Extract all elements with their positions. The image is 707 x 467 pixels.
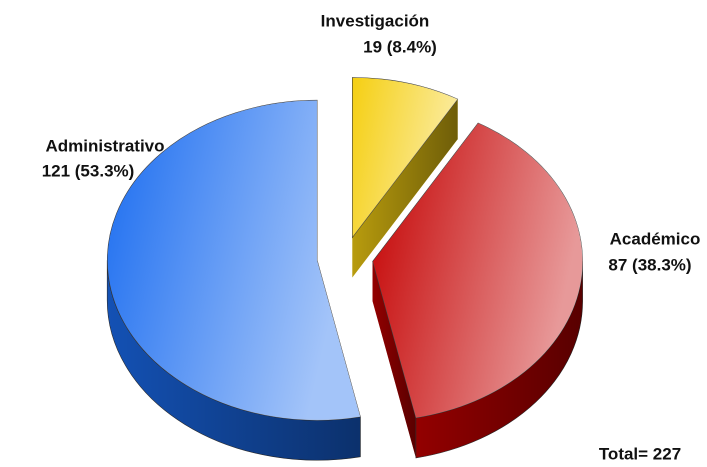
value-label: 121 (53.3%) [42, 161, 135, 180]
slice-shine [352, 77, 458, 238]
slice-shine [372, 123, 583, 418]
slice-shine [107, 100, 361, 421]
value-label: 87 (38.3%) [608, 255, 691, 274]
slice-wall-shade [352, 99, 458, 278]
slice-side-shade [107, 260, 361, 461]
slice-side-shade [415, 261, 583, 458]
slice-label: Investigación [321, 11, 430, 30]
slice-wall-shade [372, 261, 416, 458]
value-label: 19 (8.4%) [363, 37, 437, 56]
total-annotation: Total= 227 [599, 444, 681, 463]
slice-label: Académico [610, 229, 701, 248]
slice-label: Administrativo [45, 136, 164, 155]
